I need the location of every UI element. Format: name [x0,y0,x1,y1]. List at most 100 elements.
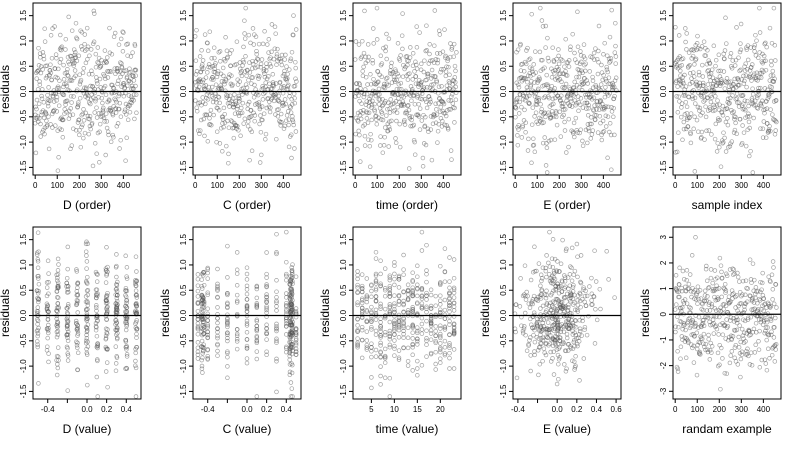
data-point [439,84,444,89]
data-point [391,89,397,95]
data-point [133,283,138,288]
data-point [362,143,368,148]
data-point [761,69,766,74]
data-point [264,292,269,297]
data-point [554,381,560,387]
data-point [111,34,117,40]
residual-panel: -0.4 0.0 0.2 0.4-1.5-1.0-0.50.00.51.01.5D (… [0,226,142,436]
data-point [199,283,205,289]
data-point [688,111,694,116]
data-point [357,98,362,104]
data-point [442,327,448,332]
data-point [566,116,572,122]
data-point [384,113,389,118]
data-point [771,265,776,270]
data-point [415,274,420,279]
data-point [753,295,758,301]
data-point [544,145,550,151]
data-point [537,76,542,82]
data-point [54,308,59,313]
data-point [523,293,528,299]
data-point [75,104,80,109]
data-point [424,23,429,28]
data-point [522,107,527,113]
x-tick-label: 100 [691,405,705,414]
data-point [211,112,216,118]
data-point [674,149,680,155]
data-point [741,106,747,111]
data-point [761,317,767,322]
data-point [526,342,531,347]
data-point [709,350,714,355]
data-point [726,79,731,85]
data-point [572,79,577,85]
data-point [447,343,452,348]
data-point [264,295,269,300]
data-point [289,288,295,294]
data-point [195,321,201,326]
data-point [240,100,246,106]
data-point [756,75,762,80]
data-point [244,291,250,297]
data-point [236,113,242,119]
data-point [61,77,67,82]
data-point [234,346,240,352]
data-point [520,328,526,334]
data-point [238,133,243,139]
data-point [80,70,86,76]
data-point [114,355,120,360]
data-point [364,116,370,121]
data-point [740,292,745,297]
data-point [728,315,734,320]
data-point [698,296,704,301]
data-point [433,303,438,308]
data-point [264,352,269,358]
data-point [123,158,128,163]
x-tick-label: 0.0 [552,405,564,414]
data-point [104,60,109,65]
data-point [550,316,555,321]
data-point [578,253,584,258]
data-point [54,334,60,340]
data-point [738,47,744,53]
data-point [126,93,132,98]
data-point [674,302,679,307]
y-tick-label: -1.0 [179,359,188,373]
data-point [719,345,724,351]
data-point [288,346,293,352]
data-point [293,332,299,337]
data-point [549,280,554,286]
data-point [544,288,549,294]
data-point [554,347,560,352]
data-point [525,79,530,85]
data-point [724,106,730,111]
data-point [755,301,760,306]
data-point [426,94,432,99]
data-point [410,368,415,373]
data-point [570,296,576,302]
data-point [674,78,679,84]
data-point [124,300,129,306]
data-point [764,98,769,104]
data-point [451,308,457,313]
data-point [433,338,438,344]
data-point [438,69,443,75]
data-point [225,243,230,249]
data-point [201,342,206,347]
data-point [66,14,71,20]
data-point [252,118,257,124]
data-point [224,143,229,149]
data-point [108,139,114,145]
data-point [609,105,614,110]
data-point [61,92,67,98]
y-tick-label: 1.5 [19,234,28,246]
data-point [244,345,250,351]
data-point [424,338,429,344]
data-point [387,110,393,115]
data-point [410,77,415,82]
data-point [729,139,735,144]
data-point [274,338,279,344]
data-point [732,63,738,68]
data-point [195,356,201,361]
data-point [387,310,393,315]
